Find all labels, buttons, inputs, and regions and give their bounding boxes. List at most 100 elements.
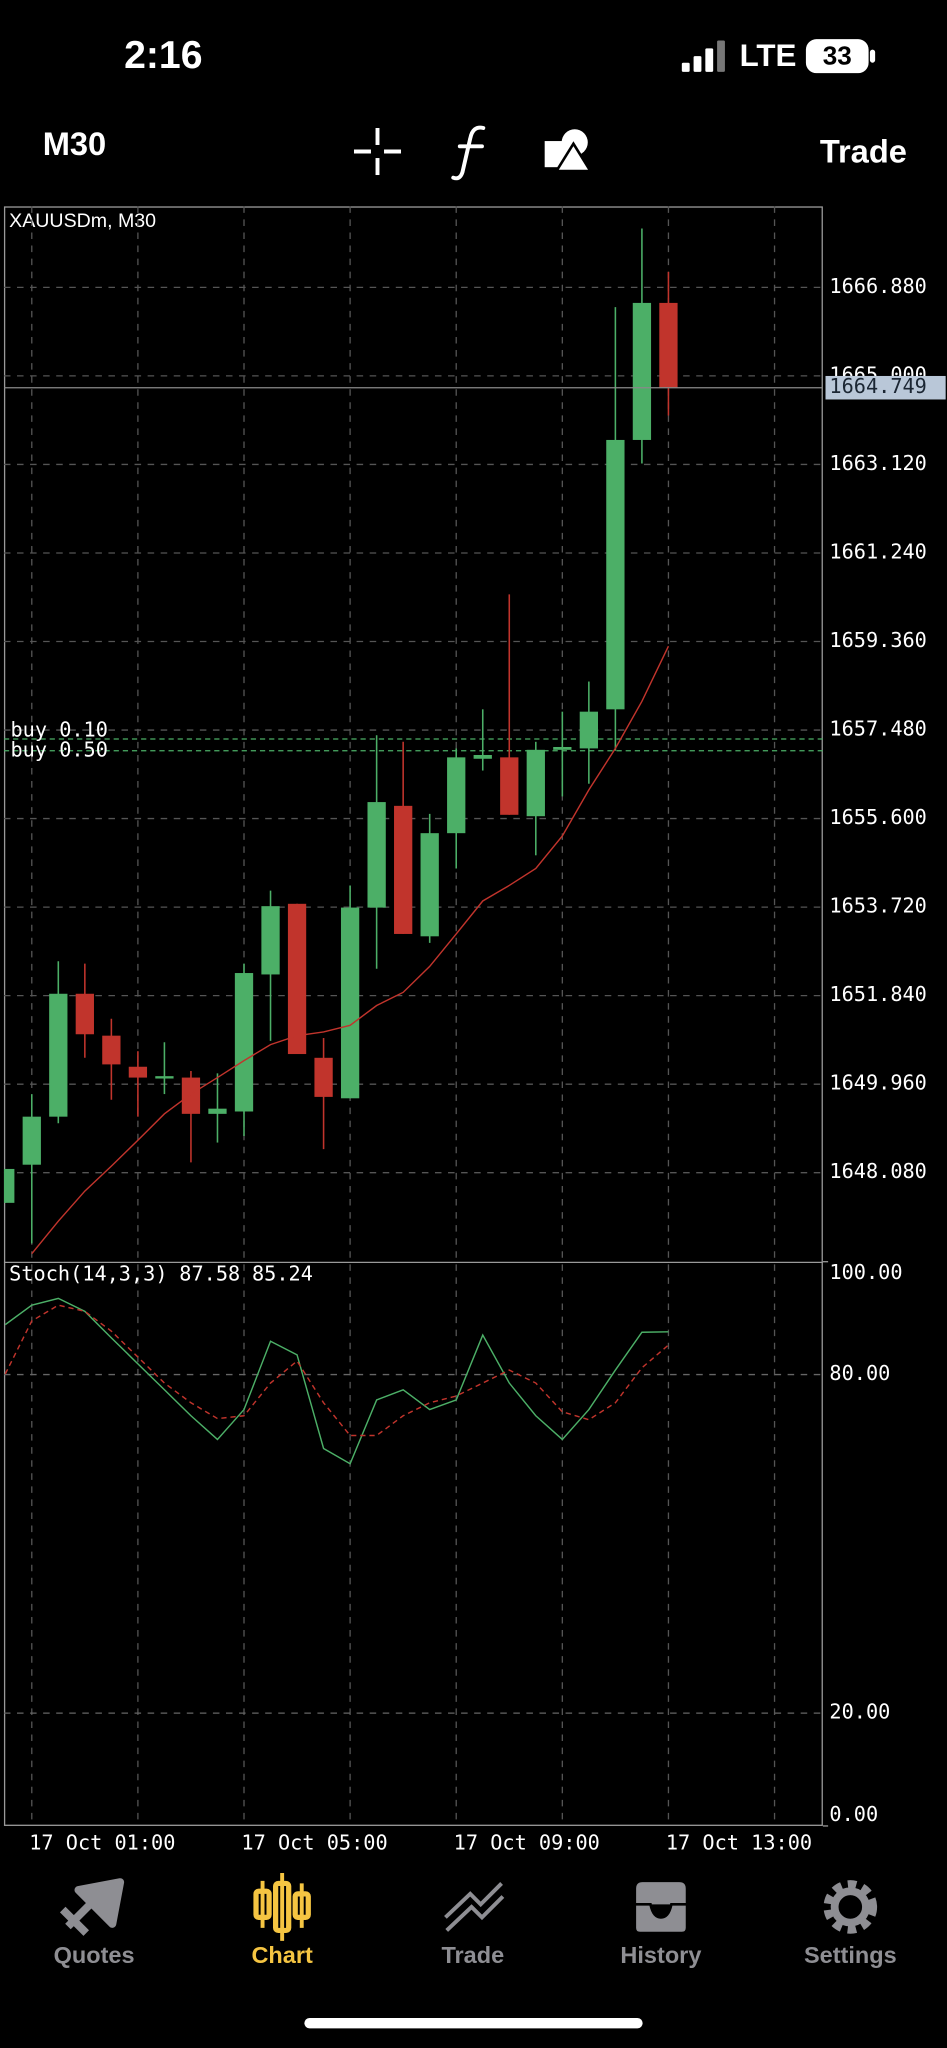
- signal-bar: [681, 62, 690, 72]
- tab-icon-part: [59, 1878, 125, 1936]
- tab-item[interactable]: Trade: [441, 1882, 505, 1968]
- candle-body: [128, 1066, 148, 1078]
- chart-title: XAUUSDm, M30: [9, 210, 156, 232]
- y-tick-label: 80.00: [829, 1361, 890, 1385]
- candle-body: [553, 746, 572, 750]
- tab-icon-part: [444, 1882, 505, 1932]
- tab-label: Trade: [441, 1942, 504, 1968]
- x-tick-label: 17 Oct 13:00: [666, 1831, 812, 1855]
- y-tick-label: 100.00: [829, 1260, 902, 1284]
- grid: [3, 206, 829, 1827]
- candle-body: [314, 1057, 333, 1097]
- indicator-line: [4, 1304, 669, 1437]
- tab-bar: Quotes Chart Trade History Settings: [54, 1872, 897, 1968]
- current-price-box: [825, 375, 946, 400]
- indicator-title: Stoch(14,3,3): [9, 1261, 167, 1285]
- tab-item[interactable]: History: [620, 1879, 701, 1968]
- battery-tip: [869, 49, 876, 63]
- timeframe-button[interactable]: M30: [43, 125, 107, 162]
- network-type: LTE: [740, 38, 797, 73]
- y-tick-label: 1666.880: [829, 274, 926, 298]
- tab-icon-part: [823, 1880, 878, 1934]
- x-tick-label: 17 Oct 09:00: [454, 1831, 600, 1855]
- crosshair-button[interactable]: [353, 127, 402, 176]
- tab-item[interactable]: Chart: [251, 1872, 313, 1968]
- indicators-button[interactable]: [451, 125, 486, 181]
- tab-item[interactable]: Quotes: [54, 1878, 135, 1968]
- tab-icon-part: [253, 1888, 272, 1920]
- x-tick-label: 17 Oct 05:00: [241, 1831, 387, 1855]
- candle-body: [208, 1108, 227, 1114]
- candle-body: [181, 1077, 201, 1114]
- candle-body: [659, 302, 678, 388]
- indicator-line: [4, 1297, 669, 1465]
- tab-item[interactable]: Settings: [804, 1880, 897, 1968]
- candle-body: [473, 754, 492, 759]
- y-tick-label: 20.00: [829, 1700, 890, 1724]
- objects-button[interactable]: [544, 129, 593, 173]
- indicator-value: 85.24: [252, 1261, 313, 1285]
- candle-body: [261, 906, 280, 975]
- candle-body: [155, 1076, 174, 1079]
- price-panel[interactable]: [0, 228, 823, 1255]
- candle-body: [500, 757, 519, 815]
- candle-body: [102, 1035, 121, 1065]
- objects-triangle: [554, 141, 593, 173]
- status-time: 2:16: [124, 34, 202, 77]
- battery-body: [805, 39, 869, 74]
- y-tick-label: 1651.840: [829, 982, 926, 1006]
- y-tick-label: 0.00: [829, 1802, 878, 1826]
- tab-label: Quotes: [54, 1942, 135, 1968]
- candle-body: [579, 711, 598, 749]
- signal-bar: [705, 48, 714, 72]
- candle-body: [75, 993, 94, 1035]
- candle-body: [632, 302, 652, 440]
- y-tick-label: 1649.960: [829, 1071, 926, 1095]
- signal-icon: [681, 40, 725, 72]
- candle-body: [3, 1168, 15, 1203]
- y-tick-label: 1655.600: [829, 805, 926, 829]
- current-price-label: 1664.749: [829, 374, 926, 398]
- trade-button[interactable]: Trade: [820, 133, 907, 170]
- candle-body: [447, 757, 466, 834]
- tab-label: Chart: [251, 1942, 313, 1968]
- y-tick-label: 1657.480: [829, 717, 926, 741]
- y-tick-label: 1663.120: [829, 451, 926, 475]
- signal-bar: [717, 40, 725, 72]
- y-tick-label: 1659.360: [829, 628, 926, 652]
- candle-body: [394, 805, 413, 934]
- tab-icon-part: [292, 1891, 311, 1920]
- candle-body: [420, 833, 439, 937]
- candle-body: [287, 903, 307, 1055]
- x-tick-label: 17 Oct 01:00: [29, 1831, 175, 1855]
- tab-label: History: [620, 1942, 701, 1968]
- indicator-value: 87.58: [179, 1261, 240, 1285]
- candle-body: [22, 1116, 41, 1165]
- indicator-panel[interactable]: [4, 1297, 669, 1465]
- moving-average: [31, 645, 670, 1255]
- candle-body: [367, 802, 386, 908]
- tab-icon-part: [273, 1880, 292, 1934]
- battery-level: 33: [823, 40, 852, 70]
- candle-body: [606, 439, 625, 710]
- candle-body: [49, 993, 68, 1117]
- tab-icon-part: [830, 1887, 870, 1927]
- candle-body: [340, 907, 360, 1099]
- chart-frame: [3, 206, 823, 1826]
- home-indicator: [304, 2017, 643, 2029]
- y-tick-label: 1661.240: [829, 539, 926, 563]
- y-tick-label: 1653.720: [829, 894, 926, 918]
- tab-icon-part: [633, 1879, 689, 1935]
- order-label: buy 0.10: [10, 718, 107, 742]
- y-tick-label: 1648.080: [829, 1159, 926, 1183]
- candle-body: [526, 749, 545, 817]
- signal-bar: [693, 56, 702, 72]
- order-label: buy 0.50: [10, 737, 107, 761]
- tab-label: Settings: [804, 1942, 897, 1968]
- labels: 1648.080 1649.960 1651.840 1653.720 1655.600…: [9, 274, 946, 1855]
- candle-body: [234, 973, 254, 1112]
